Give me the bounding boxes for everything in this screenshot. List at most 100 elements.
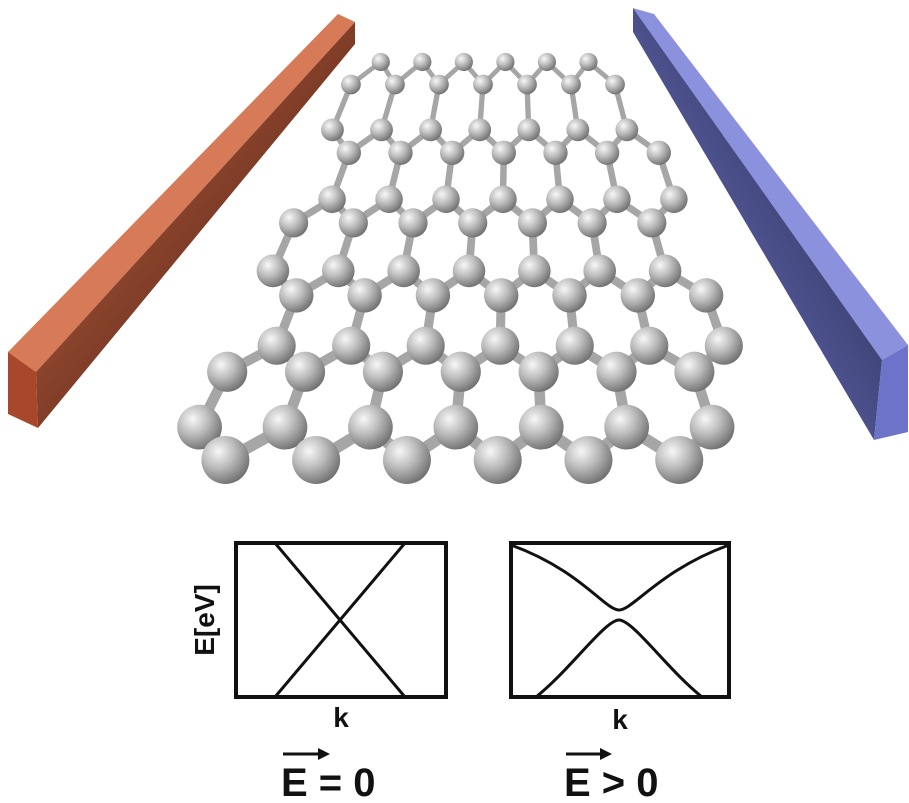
y-axis-label: E[eV] (189, 584, 220, 656)
band-panel-zero-field: E[eV] k E = 0 (189, 541, 448, 803)
carbon-atom (347, 278, 382, 313)
carbon-atom (552, 278, 587, 313)
carbon-atom (579, 52, 598, 72)
carbon-atom (385, 74, 405, 95)
carbon-atom (321, 254, 355, 288)
carbon-atom (491, 140, 516, 165)
carbon-atom (348, 404, 393, 450)
carbon-atom (561, 74, 581, 95)
carbon-atom (256, 254, 290, 288)
carbon-atom (594, 140, 620, 165)
carbon-atom (577, 208, 607, 238)
carbon-atom (648, 254, 682, 288)
carbon-atom (413, 52, 432, 72)
carbon-atom (603, 185, 631, 214)
right-electrode (633, 8, 908, 440)
carbon-atom (370, 118, 393, 142)
carbon-atom (674, 351, 715, 392)
carbon-atom (473, 74, 493, 95)
carbon-atom (388, 140, 413, 165)
carbon-atom (517, 208, 548, 238)
carbon-atom (605, 74, 625, 95)
carbon-atom (637, 208, 667, 238)
carbon-atom (452, 254, 486, 288)
graphene-lattice (177, 52, 743, 484)
carbon-atom (338, 208, 368, 238)
carbon-atom (468, 118, 492, 142)
carbon-atom (207, 351, 248, 392)
field-caption: E > 0 (564, 761, 659, 803)
carbon-atom (440, 351, 481, 392)
carbon-atom (362, 351, 404, 392)
carbon-atom (481, 326, 520, 365)
carbon-atom (518, 254, 551, 288)
carbon-atom (336, 140, 362, 165)
dirac-cone-lines (273, 542, 407, 698)
band-frame (509, 541, 731, 699)
carbon-atom (620, 278, 656, 313)
carbon-atom (566, 118, 590, 142)
carbon-atom (555, 326, 594, 365)
carbon-atom (496, 52, 515, 72)
band-panel-positive-field: k E > 0 (509, 541, 731, 803)
carbon-atom (688, 278, 724, 313)
field-vector-arrow (283, 748, 330, 760)
carbon-atom (517, 74, 537, 95)
carbon-atom (583, 254, 617, 288)
carbon-atom (518, 351, 559, 392)
carbon-atom (564, 436, 613, 484)
band-frame (234, 541, 448, 699)
carbon-atom (177, 404, 222, 450)
carbon-atom (473, 436, 522, 484)
carbon-atom (262, 404, 308, 450)
carbon-atom (279, 278, 314, 313)
carbon-atom (433, 404, 479, 450)
carbon-atom (458, 208, 488, 238)
carbon-atom (646, 140, 671, 165)
carbon-atom (398, 208, 428, 238)
carbon-atom (615, 118, 639, 142)
carbon-atom (387, 254, 420, 288)
carbon-atom (439, 140, 465, 165)
carbon-atom (415, 278, 451, 313)
carbon-atom (517, 118, 541, 142)
carbon-atom (278, 208, 309, 238)
carbon-atom (604, 404, 650, 450)
carbon-atom (321, 118, 344, 142)
x-axis-label: k (612, 704, 628, 735)
carbon-atom (284, 351, 326, 392)
carbon-atom (489, 185, 517, 214)
carbon-atom (332, 326, 371, 365)
carbon-atom (406, 326, 445, 365)
carbon-atom (689, 404, 735, 450)
carbon-atom (257, 326, 296, 365)
carbon-atom (375, 185, 403, 214)
carbon-atom (483, 278, 519, 313)
x-axis-label: k (333, 702, 349, 733)
carbon-atom (704, 326, 743, 365)
left-electrode (8, 14, 355, 428)
carbon-atom (596, 351, 637, 392)
carbon-atom (382, 436, 431, 484)
carbon-atom (537, 52, 557, 72)
lattice-atoms (177, 52, 743, 484)
carbon-atom (318, 185, 346, 214)
carbon-atom (546, 185, 574, 214)
carbon-atom (371, 52, 390, 72)
gapped-band-lower (535, 618, 703, 699)
carbon-atom (419, 118, 442, 142)
carbon-atom (655, 436, 704, 484)
carbon-atom (454, 52, 473, 72)
carbon-atom (432, 185, 460, 214)
carbon-atom (543, 140, 568, 165)
field-vector-arrow (566, 748, 612, 760)
carbon-atom (518, 404, 564, 450)
carbon-atom (292, 436, 341, 484)
field-caption: E = 0 (281, 761, 376, 803)
carbon-atom (429, 74, 449, 95)
carbon-atom (660, 185, 688, 214)
carbon-atom (341, 74, 361, 95)
carbon-atom (201, 436, 250, 484)
gapped-band-upper (510, 543, 730, 612)
